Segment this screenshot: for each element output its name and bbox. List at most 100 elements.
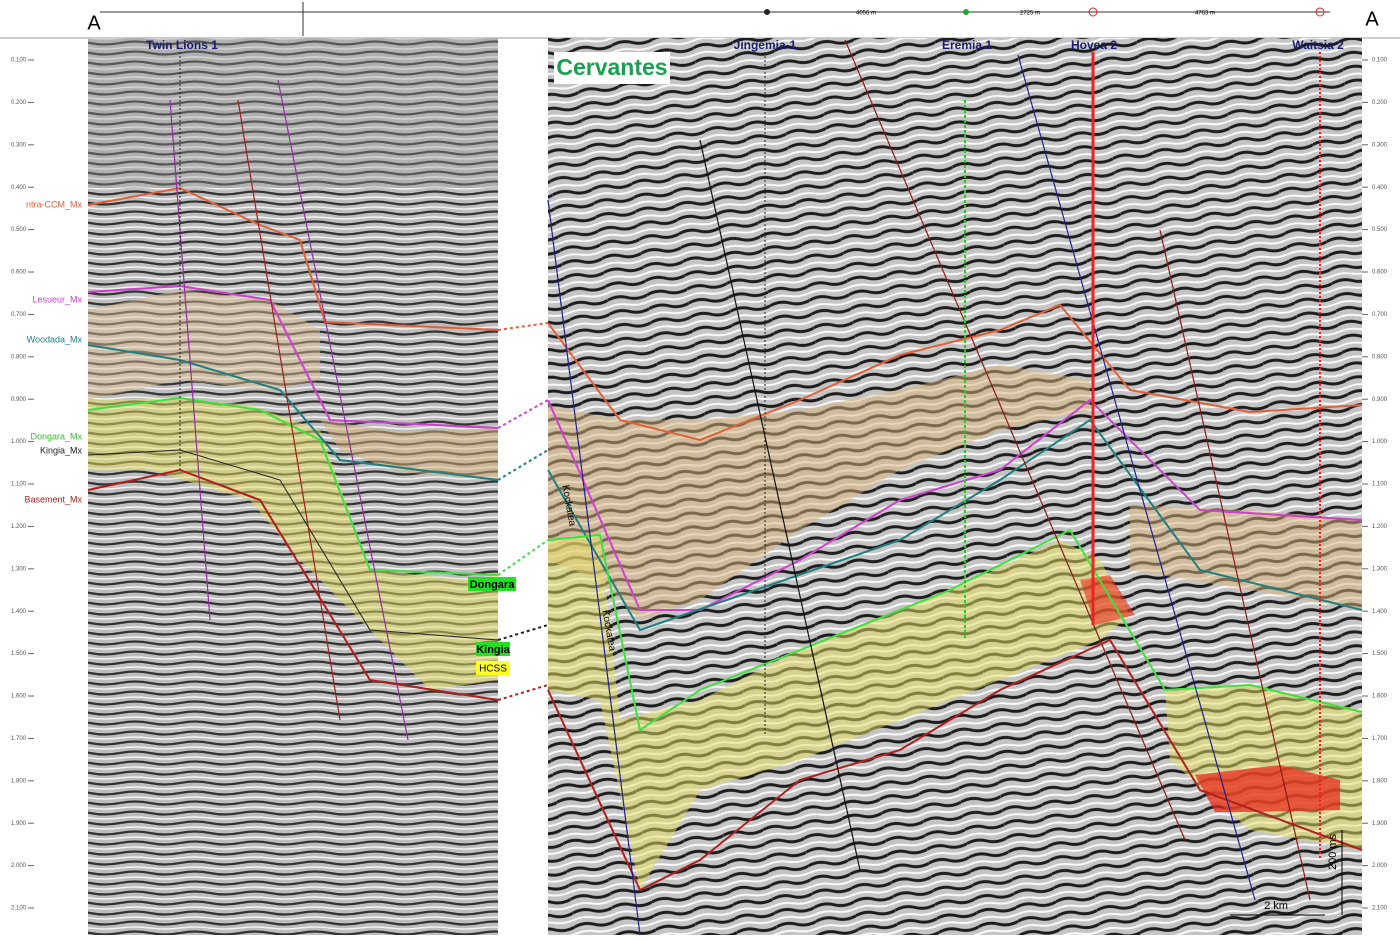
fault <box>237 99 341 721</box>
permian-zone <box>548 535 1130 890</box>
triassic-zone <box>320 420 498 480</box>
wells <box>179 52 1321 860</box>
fault <box>699 139 861 871</box>
distance: 2725 m <box>1020 11 1040 17</box>
time-label: 0.100 <box>1372 58 1388 64</box>
time-label: 1.700 <box>1372 736 1388 742</box>
horizon-line <box>87 396 499 576</box>
well-label: Waitsia 2 <box>1292 38 1344 52</box>
time-label: 1.300 <box>1372 566 1388 572</box>
time-label: 0.900 <box>11 397 27 403</box>
time-label: 0.400 <box>1372 185 1388 191</box>
time-label: 1.400 <box>1372 609 1388 615</box>
top-bar <box>0 0 1400 38</box>
well-label: Twin Lions 1 <box>146 38 218 52</box>
time-label: 0.900 <box>1372 397 1388 403</box>
horizon-label: ntra-CCM_Mx <box>26 199 83 209</box>
time-label: 0.700 <box>1372 312 1388 318</box>
time-label: 0.400 <box>11 185 27 191</box>
well-label: Jingemia-1 <box>734 38 797 52</box>
time-label: 1.600 <box>11 694 27 700</box>
triassic-zone <box>548 365 1090 620</box>
field-label-box <box>554 52 670 84</box>
horizon-line <box>87 468 499 701</box>
time-label: 1.500 <box>1372 651 1388 657</box>
time-label: 0.800 <box>1372 354 1388 360</box>
distance: 4056 m <box>856 11 876 17</box>
time-label: 0.800 <box>11 354 27 360</box>
distance: 4763 m <box>1195 11 1215 17</box>
scale-label: 2 km <box>1264 900 1288 912</box>
well-label: Eremia 1 <box>942 38 992 52</box>
horizon-label: Kingia_Mx <box>40 445 83 455</box>
callout: HCSS <box>479 664 507 675</box>
time-label: 2.000 <box>1372 863 1388 869</box>
horizon-line <box>87 449 499 641</box>
time-label: 0.300 <box>1372 142 1388 148</box>
fault <box>547 199 641 936</box>
fault <box>277 79 409 741</box>
time-label: 1.400 <box>11 609 27 615</box>
time-label: 1.900 <box>1372 821 1388 827</box>
time-label: 0.100 <box>11 58 27 64</box>
fault <box>844 39 1186 841</box>
time-label: 2.100 <box>1372 906 1388 912</box>
callout-box <box>468 577 516 591</box>
time-label: 1.100 <box>11 482 27 488</box>
lesueur-zone <box>88 290 320 400</box>
permian-zone <box>88 398 498 690</box>
time-label: 1.500 <box>11 651 27 657</box>
shade <box>88 38 498 188</box>
well-symbol <box>1315 7 1325 17</box>
fault <box>1159 229 1311 901</box>
time-label: 1.800 <box>11 778 27 784</box>
faults <box>169 39 1311 936</box>
section-end: A <box>1365 8 1379 30</box>
time-label: 1.200 <box>11 524 27 530</box>
fault <box>1017 54 1256 901</box>
time-label: 0.200 <box>1372 100 1388 106</box>
callout-box <box>476 661 510 675</box>
triassic-zone <box>1130 505 1362 610</box>
time-label: 0.300 <box>11 142 27 148</box>
time-label: 1.000 <box>1372 439 1388 445</box>
time-label: 0.700 <box>11 312 27 318</box>
time-label: 1.200 <box>1372 524 1388 530</box>
time-label: 0.500 <box>11 227 27 233</box>
time-label: 0.200 <box>11 100 27 106</box>
horizon-line <box>87 284 499 429</box>
callout-box <box>476 642 510 656</box>
well-symbol <box>963 9 969 15</box>
section-start: A <box>87 12 101 34</box>
horizon-label: Basement_Mx <box>24 494 82 504</box>
scale-label: 200 ms <box>1327 833 1339 870</box>
horizon-label: Lesueur_Mx <box>32 294 82 304</box>
time-label: 1.700 <box>11 736 27 742</box>
field-label: Cervantes <box>556 54 667 80</box>
well-label: Hovea 2 <box>1071 38 1117 52</box>
well-symbol <box>764 9 770 15</box>
well-symbol <box>1088 7 1098 17</box>
horizons <box>87 186 1363 892</box>
callout: Kingia <box>476 644 510 656</box>
fault <box>169 99 211 621</box>
horizon-label: Dongara_Mx <box>30 431 82 441</box>
horizon-line <box>87 186 499 331</box>
horizon-line <box>87 344 499 481</box>
time-label: 1.900 <box>11 821 27 827</box>
time-label: 1.000 <box>11 439 27 445</box>
time-label: 1.800 <box>1372 778 1388 784</box>
time-label: 0.500 <box>1372 227 1388 233</box>
time-label: 1.300 <box>11 566 27 572</box>
time-label: 1.600 <box>1372 694 1388 700</box>
time-label: 1.100 <box>1372 482 1388 488</box>
horizon-label: Woodada_Mx <box>27 334 83 344</box>
time-label: 2.100 <box>11 906 27 912</box>
time-label: 0.600 <box>1372 270 1388 276</box>
time-label: 2.000 <box>11 863 27 869</box>
callout: Dongara <box>470 579 516 591</box>
gas-zone <box>1195 765 1340 812</box>
time-label: 0.600 <box>11 270 27 276</box>
time-axes: 0.100 0.100 0.200 0.200 0.300 0.300 0.400 0.400… <box>11 58 1388 912</box>
